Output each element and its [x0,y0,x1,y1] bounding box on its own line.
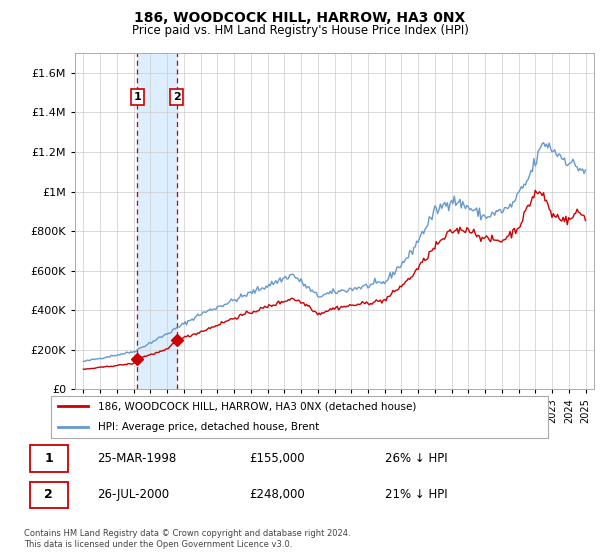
Text: 25-MAR-1998: 25-MAR-1998 [97,452,176,465]
FancyBboxPatch shape [29,482,68,508]
Text: 2: 2 [173,92,181,102]
FancyBboxPatch shape [29,445,68,472]
Text: 26% ↓ HPI: 26% ↓ HPI [385,452,448,465]
Text: HPI: Average price, detached house, Brent: HPI: Average price, detached house, Bren… [98,422,320,432]
Text: 1: 1 [44,452,53,465]
Text: £248,000: £248,000 [250,488,305,501]
Text: 186, WOODCOCK HILL, HARROW, HA3 0NX: 186, WOODCOCK HILL, HARROW, HA3 0NX [134,11,466,25]
Bar [137,53,177,389]
Text: Price paid vs. HM Land Registry's House Price Index (HPI): Price paid vs. HM Land Registry's House … [131,24,469,36]
Text: 2: 2 [44,488,53,501]
FancyBboxPatch shape [50,395,548,438]
Text: 21% ↓ HPI: 21% ↓ HPI [385,488,448,501]
Text: £155,000: £155,000 [250,452,305,465]
Text: 1: 1 [134,92,142,102]
Text: Contains HM Land Registry data © Crown copyright and database right 2024.
This d: Contains HM Land Registry data © Crown c… [24,529,350,549]
Text: 26-JUL-2000: 26-JUL-2000 [97,488,169,501]
Text: 186, WOODCOCK HILL, HARROW, HA3 0NX (detached house): 186, WOODCOCK HILL, HARROW, HA3 0NX (det… [98,401,417,411]
